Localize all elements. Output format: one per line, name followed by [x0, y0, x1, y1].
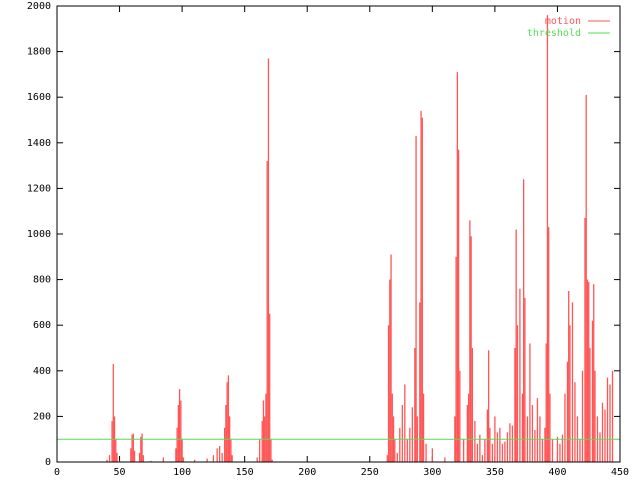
y-tick-label: 1200 [27, 183, 51, 194]
y-tick-label: 800 [33, 275, 51, 286]
x-tick-label: 250 [361, 467, 379, 478]
y-tick-label: 0 [45, 457, 51, 468]
legend-label: threshold [527, 28, 581, 39]
x-tick-label: 300 [423, 467, 441, 478]
y-tick-label: 1400 [27, 138, 51, 149]
y-tick-label: 200 [33, 411, 51, 422]
y-tick-label: 1800 [27, 47, 51, 58]
x-tick-label: 100 [173, 467, 191, 478]
x-tick-label: 350 [486, 467, 504, 478]
y-tick-label: 2000 [27, 1, 51, 12]
x-tick-label: 150 [236, 467, 254, 478]
x-tick-label: 200 [298, 467, 316, 478]
x-tick-label: 50 [114, 467, 126, 478]
legend-label: motion [545, 16, 581, 27]
x-tick-label: 450 [611, 467, 629, 478]
plot-border [56, 5, 621, 463]
x-tick-label: 0 [54, 467, 60, 478]
y-tick-label: 400 [33, 366, 51, 377]
y-tick-label: 600 [33, 320, 51, 331]
y-tick-label: 1600 [27, 92, 51, 103]
x-tick-label: 400 [548, 467, 566, 478]
y-tick-label: 1000 [27, 229, 51, 240]
